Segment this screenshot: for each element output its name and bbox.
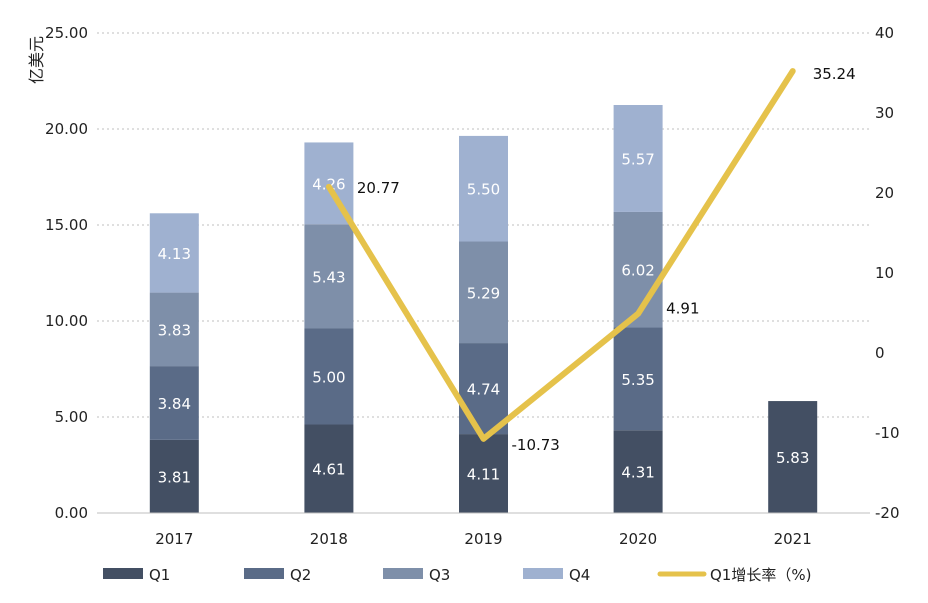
bar-segment-q4 — [613, 105, 663, 212]
bar-data-label: 3.84 — [158, 395, 191, 413]
bar-data-label: 4.61 — [312, 461, 345, 479]
bar-data-label: 5.83 — [776, 449, 809, 467]
bar-data-label: 5.43 — [312, 268, 345, 286]
y-left-tick-label: 5.00 — [55, 408, 88, 426]
x-tick-label: 2020 — [619, 530, 657, 548]
bar-segment-q3 — [459, 241, 508, 344]
bar-segment-q4 — [459, 135, 508, 242]
y-right-tick-label: 30 — [875, 104, 894, 122]
growth-line: 20.77 -10.73 4.91 35.24 — [325, 65, 856, 454]
y-left-tick-label: 15.00 — [45, 216, 88, 234]
bar-data-label: 5.50 — [467, 181, 500, 199]
y-left-tick-label: 20.00 — [45, 120, 88, 138]
bar-data-label: 4.11 — [467, 466, 500, 484]
bar-data-label: 5.00 — [312, 368, 345, 386]
bar-segment-q2 — [459, 343, 508, 435]
bars: 3.813.843.834.134.615.005.434.264.114.74… — [149, 105, 818, 513]
y-right-tick-label: 0 — [875, 344, 885, 362]
legend-label: Q1增长率（%) — [710, 566, 811, 584]
bar-segment-q2 — [149, 366, 199, 440]
y-right-tick-label: 40 — [875, 24, 894, 42]
y-right-tick-label: 10 — [875, 264, 894, 282]
legend: Q1 Q2 Q3 Q4 Q1增长率（%) — [103, 566, 811, 584]
legend-swatch — [523, 568, 563, 579]
y-left-tick-label: 10.00 — [45, 312, 88, 330]
bar-segment-q1 — [768, 401, 818, 513]
bar-data-label: 5.35 — [621, 371, 654, 389]
legend-swatch — [383, 568, 423, 579]
bar-segment-q3 — [304, 224, 354, 329]
y-right-tick-label: 20 — [875, 184, 894, 202]
bar-segment-q3 — [149, 292, 199, 367]
legend-label: Q2 — [290, 566, 311, 584]
bar-segment-q1 — [613, 430, 663, 513]
bar-data-label: 4.31 — [621, 464, 654, 482]
bar-segment-q2 — [613, 327, 663, 431]
bar-segment-q1 — [304, 424, 354, 513]
legend-label: Q1 — [149, 566, 170, 584]
bar-data-label: 5.57 — [621, 150, 654, 168]
y-right-tick-label: -10 — [875, 424, 900, 442]
bar-data-label: 3.81 — [158, 468, 191, 486]
bar-data-label: 6.02 — [621, 262, 654, 280]
y-axis-title: 亿美元 — [27, 36, 46, 84]
legend-swatch — [103, 568, 143, 579]
legend-label: Q3 — [429, 566, 450, 584]
line-data-label: 35.24 — [813, 65, 856, 83]
bar-segment-q2 — [304, 328, 354, 425]
bar-segment-q1 — [149, 439, 199, 513]
x-tick-label: 2019 — [464, 530, 502, 548]
y-left-tick-label: 25.00 — [45, 24, 88, 42]
axes: 0.00 5.00 10.00 15.00 20.00 25.00 -20 -10 0 10 20 3… — [27, 24, 900, 548]
line-data-label: 4.91 — [666, 300, 699, 318]
bar-segment-q1 — [459, 434, 508, 513]
legend-label: Q4 — [569, 566, 590, 584]
line-data-label: 20.77 — [357, 179, 400, 197]
y-right-tick-label: -20 — [875, 504, 900, 522]
growth-line-path — [325, 68, 796, 442]
bar-data-label: 5.29 — [467, 284, 500, 302]
bar-data-label: 3.83 — [158, 321, 191, 339]
bar-data-label: 4.13 — [158, 245, 191, 263]
x-tick-label: 2018 — [310, 530, 348, 548]
legend-swatch — [244, 568, 284, 579]
line-data-label: -10.73 — [512, 436, 560, 454]
x-tick-label: 2017 — [155, 530, 193, 548]
bar-data-label: 4.74 — [467, 381, 500, 399]
x-tick-label: 2021 — [774, 530, 812, 548]
bar-segment-q4 — [149, 213, 199, 293]
y-left-tick-label: 0.00 — [55, 504, 88, 522]
